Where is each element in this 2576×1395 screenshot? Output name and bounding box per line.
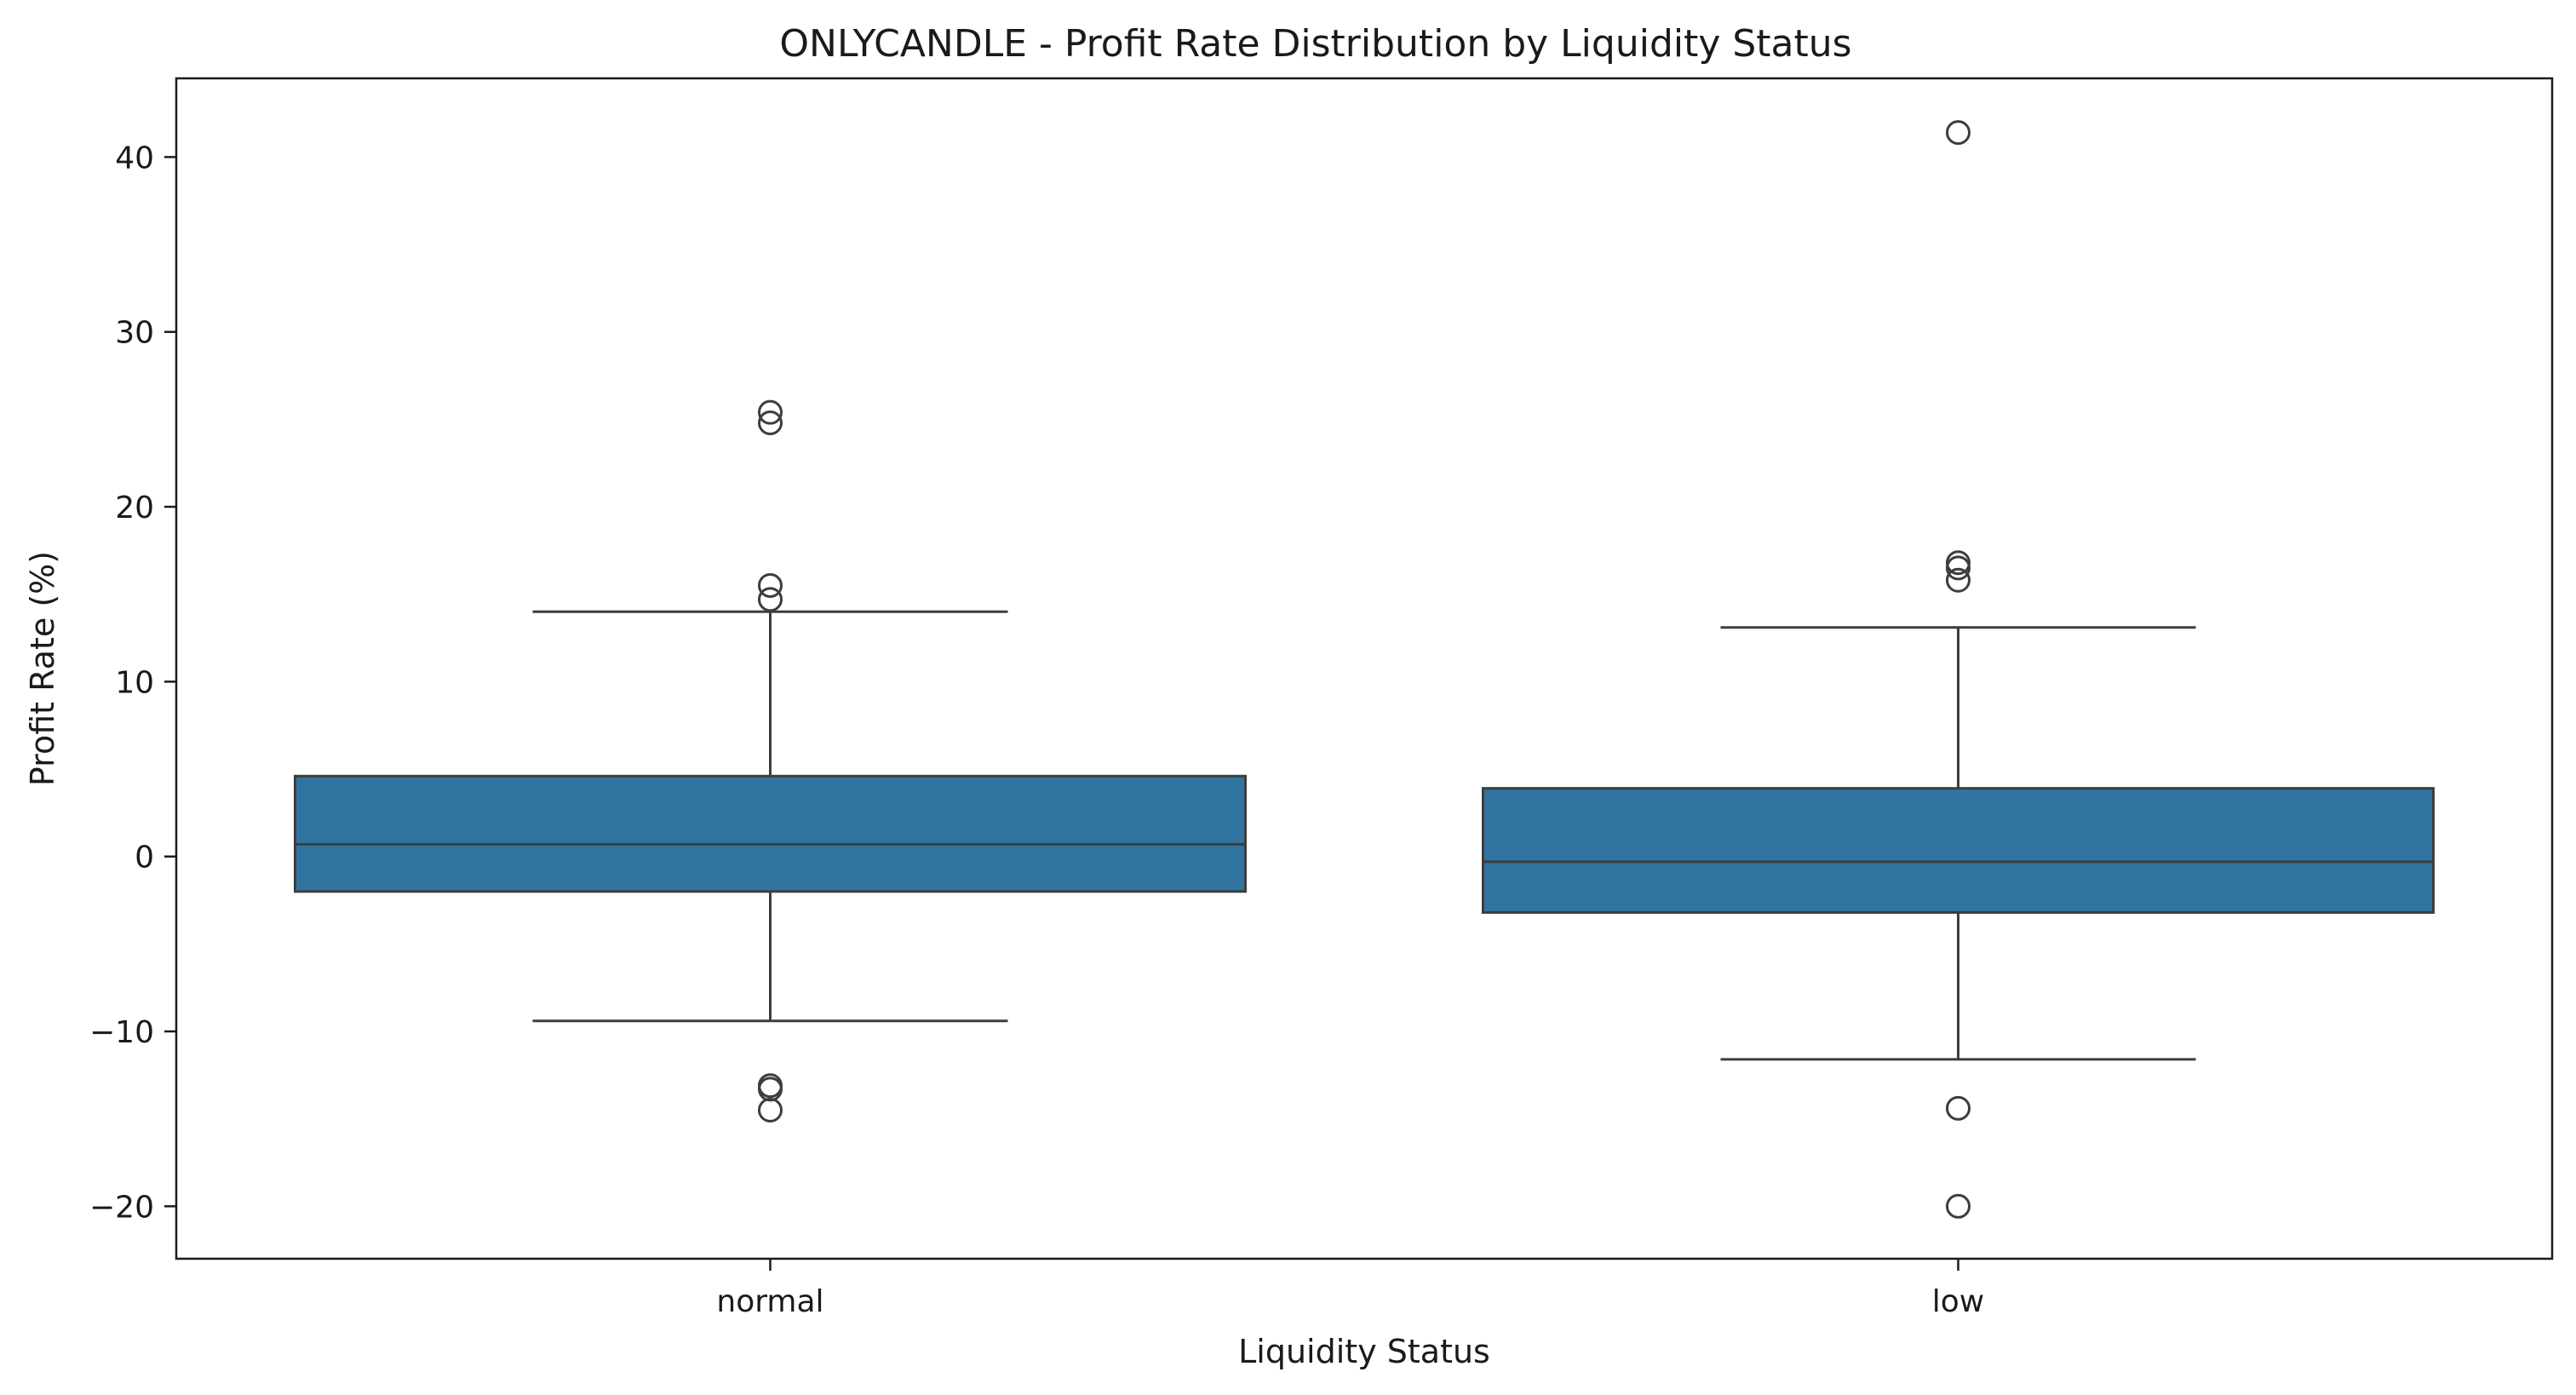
outlier-point	[758, 410, 783, 436]
y-tick-label: 20	[115, 491, 154, 525]
y-tick-label: −10	[89, 1015, 154, 1050]
box-group-low	[1482, 120, 2435, 1219]
plot-frame	[175, 77, 2554, 1260]
plot-area	[294, 120, 2435, 1219]
x-axis: normal low	[716, 1259, 1984, 1319]
chart-title: ONLYCANDLE - Profit Rate Distribution by…	[779, 22, 1851, 66]
outlier-point	[758, 1097, 783, 1122]
outlier-point	[758, 572, 783, 598]
y-tick-label: 30	[115, 316, 154, 351]
y-axis: −20 −10 0 10 20 30 40	[89, 141, 176, 1225]
outlier-point	[1946, 1193, 1971, 1219]
outlier-point	[1946, 555, 1971, 581]
x-tick-label-low: low	[1932, 1284, 1984, 1319]
outlier-point	[758, 399, 783, 425]
x-tick-label-normal: normal	[716, 1284, 823, 1319]
outlier-point	[1946, 120, 1971, 146]
y-tick-label: 10	[115, 665, 154, 700]
outlier-point	[1946, 1095, 1971, 1121]
x-axis-label: Liquidity Status	[1238, 1333, 1490, 1370]
outlier-point	[758, 587, 783, 612]
outlier-point	[1946, 550, 1971, 576]
y-tick-label: −20	[89, 1190, 154, 1225]
box-iqr	[1482, 787, 2435, 914]
y-tick-label: 40	[115, 141, 154, 175]
y-tick-label: 0	[135, 841, 154, 875]
outlier-point	[1946, 567, 1971, 593]
y-axis-label: Profit Rate (%)	[24, 551, 61, 786]
box-iqr	[294, 774, 1247, 893]
box-group-normal	[294, 399, 1247, 1122]
